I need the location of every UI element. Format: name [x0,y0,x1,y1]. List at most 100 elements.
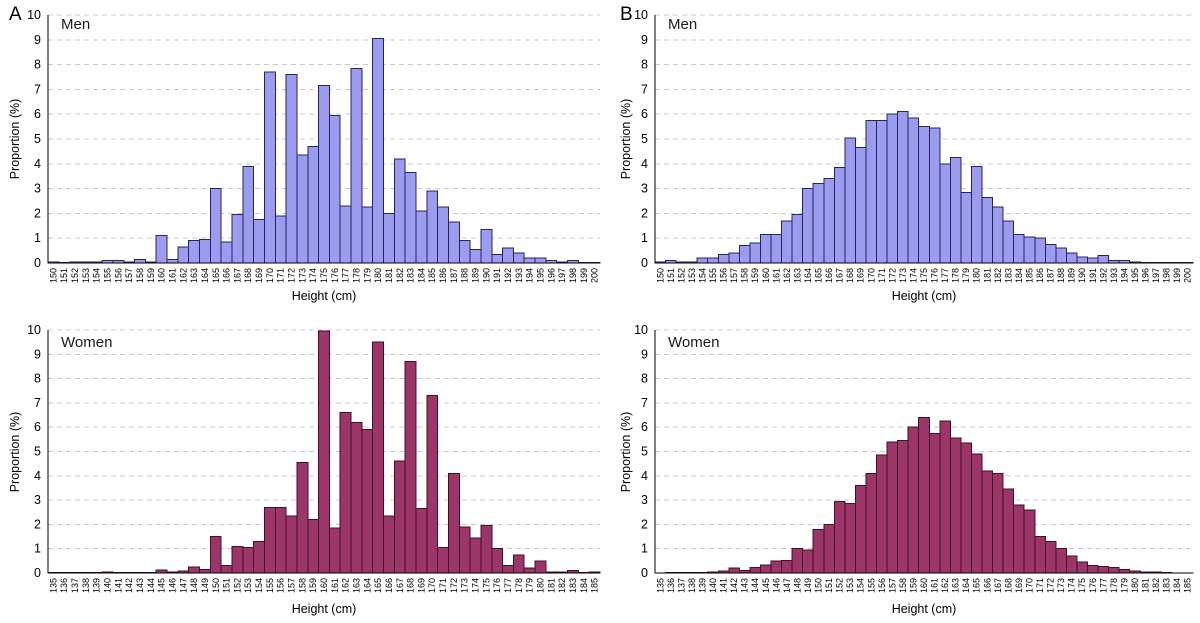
y-tick-label: 8 [34,58,41,72]
bar-165 [970,453,983,574]
y-tick-label: 8 [34,372,41,386]
bar-175 [480,525,493,574]
x-tick-label: 195 [1130,268,1140,283]
x-tick-label: 167 [232,268,242,283]
x-tick-label: 163 [792,268,802,283]
x-tick-label: 182 [557,578,567,593]
x-tick-label: 198 [568,268,578,283]
y-tick-label: 7 [34,396,41,410]
x-tick-label: 146 [771,578,781,593]
x-tick-label: 144 [146,578,156,593]
x-tick-label: 143 [740,578,750,593]
x-tick-label: 184 [416,268,426,283]
x-tick-label: 174 [308,268,318,283]
bar-171 [274,215,287,264]
x-tick-label: 150 [814,578,824,593]
x-tick-label: 191 [492,268,502,283]
y-tick-label: 3 [34,182,41,196]
x-tick-label: 177 [1098,578,1108,593]
panel-a-men: A Men Proportion (%) Height (cm) 0 1 2 3 4 5 6… [0,0,610,308]
y-axis-label-b-women: Proportion (%) [619,411,633,493]
bar-179 [361,206,374,264]
x-tick-label: 145 [761,578,771,593]
x-tick-label: 180 [972,268,982,283]
y-tick-label: 6 [34,420,41,434]
x-tick-label: 184 [1172,578,1182,593]
x-tick-label: 158 [297,578,307,593]
bar-174 [307,145,320,264]
y-axis-label-a-women: Proportion (%) [8,411,22,493]
x-tick-label: 181 [982,268,992,283]
bar-174 [907,117,920,264]
bar-165 [812,183,825,264]
x-tick-label: 173 [1056,578,1066,593]
x-tick-label: 158 [898,578,908,593]
x-tick-label: 189 [471,268,481,283]
x-tick-label: 187 [1046,268,1056,283]
x-tick-label: 168 [243,268,253,283]
x-tick-label: 181 [384,268,394,283]
bar-154 [696,257,709,264]
x-tick-label: 135 [48,578,58,593]
bar-157 [285,515,298,574]
x-tick-label: 162 [341,578,351,593]
x-tick-label: 200 [590,268,600,283]
bar-189 [469,248,482,264]
bar-170 [865,119,878,264]
bar-181 [981,196,994,264]
bar-159 [907,426,920,574]
bar-192 [1097,255,1110,264]
x-tick-label: 175 [481,578,491,593]
y-axis-label-b-men: Proportion (%) [619,98,633,180]
bar-180 [372,38,385,264]
x-tick-label: 166 [982,578,992,593]
bar-163 [350,421,363,574]
bar-150 [209,536,222,574]
x-tick-label: 191 [1088,268,1098,283]
x-tick-label: 170 [427,578,437,593]
bar-168 [242,165,255,264]
y-tick-label: 10 [634,323,648,337]
x-tick-label: 153 [243,578,253,593]
figure-label-b: B [620,4,633,25]
x-tick-label: 181 [546,578,556,593]
bar-166 [823,178,835,264]
x-tick-label: 153 [81,268,91,283]
x-tick-label: 150 [211,578,221,593]
bar-155 [263,506,276,574]
x-tick-label: 154 [697,268,707,283]
x-tick-label: 141 [719,578,729,593]
x-tick-label: 159 [750,268,760,283]
bar-166 [383,515,395,574]
x-tick-label: 194 [1119,268,1129,283]
x-tick-label: 199 [579,268,589,283]
x-tick-label: 149 [803,578,813,593]
bar-178 [512,554,525,574]
x-tick-label: 177 [940,268,950,283]
x-tick-label: 148 [189,578,199,593]
x-tick-label: 144 [750,578,760,593]
x-tick-label: 171 [276,268,286,283]
bar-166 [981,470,994,574]
bar-169 [854,147,867,264]
x-tick-label: 147 [178,578,188,593]
bar-154 [854,485,867,574]
x-tick-label: 179 [362,268,372,283]
x-axis-label-b-men: Height (cm) [891,289,957,303]
bar-164 [199,238,211,264]
x-tick-label: 181 [1141,578,1151,593]
y-tick-label: 9 [641,33,648,47]
x-tick-label: 163 [951,578,961,593]
panel-title-b-women: Women [668,334,720,351]
x-tick-label: 152 [70,268,80,283]
bar-179 [523,567,536,574]
bar-178 [1108,566,1120,574]
bar-174 [469,537,482,574]
x-tick-label: 188 [460,268,470,283]
bar-175 [1076,561,1089,574]
bar-176 [1087,565,1099,574]
x-tick-label: 184 [579,578,589,593]
x-tick-label: 151 [222,578,232,593]
